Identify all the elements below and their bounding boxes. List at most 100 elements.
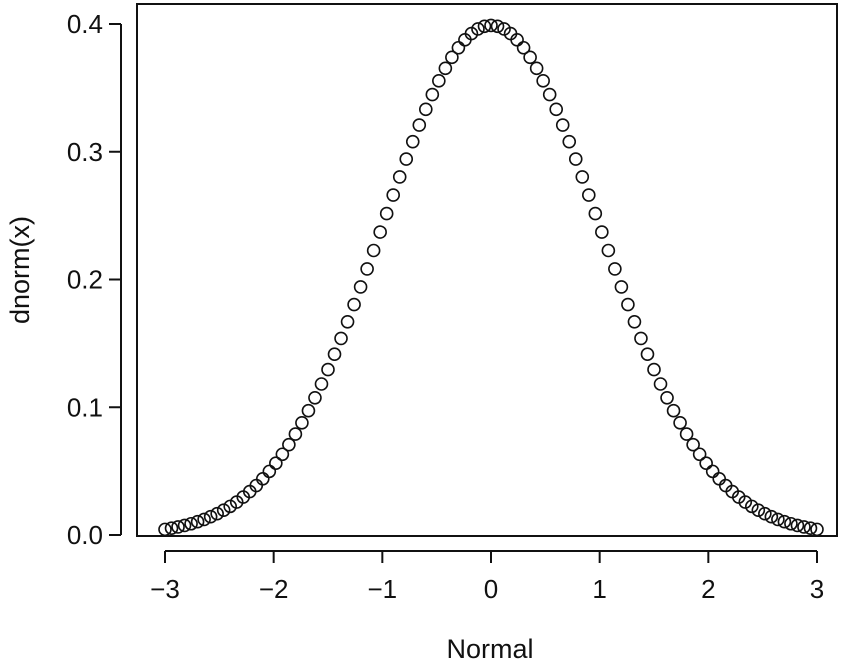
data-point — [275, 447, 290, 462]
data-point — [177, 518, 192, 533]
data-point — [575, 170, 590, 184]
y-tick-label: 0.3 — [67, 137, 103, 167]
data-point — [392, 170, 407, 184]
data-point — [210, 506, 224, 521]
data-point — [399, 152, 414, 166]
data-point — [529, 61, 544, 76]
x-tick-label: 3 — [810, 574, 824, 604]
x-axis: −3 −2 −1 0 1 2 3 — [150, 550, 824, 604]
data-point — [347, 297, 361, 312]
data-point — [555, 118, 570, 132]
data-point — [412, 118, 427, 132]
data-point — [673, 416, 687, 430]
data-point — [621, 297, 635, 312]
data-point — [758, 506, 772, 521]
data-point — [647, 362, 661, 377]
data-point — [451, 40, 466, 55]
data-point — [692, 447, 707, 462]
data-point — [314, 377, 329, 391]
data-point — [777, 514, 792, 529]
data-point — [523, 50, 537, 65]
data-point — [373, 225, 387, 239]
data-point — [542, 87, 557, 102]
data-point — [379, 206, 394, 221]
data-point — [197, 512, 211, 527]
data-point — [601, 243, 616, 258]
data-point — [255, 471, 270, 486]
data-point — [477, 19, 492, 34]
data-point — [679, 427, 694, 441]
data-point — [321, 362, 335, 377]
data-point — [784, 516, 798, 531]
data-point — [295, 416, 309, 430]
data-point — [516, 40, 531, 55]
data-point — [171, 520, 185, 534]
y-tick-label: 0.1 — [67, 392, 103, 422]
data-point — [666, 403, 681, 418]
x-tick-label: 2 — [701, 574, 715, 604]
data-point — [536, 74, 550, 88]
data-point — [158, 522, 172, 537]
data-point — [771, 512, 785, 527]
y-tick-label: 0.0 — [67, 520, 103, 550]
y-tick-label: 0.2 — [67, 265, 103, 295]
data-point — [164, 521, 179, 536]
data-point — [340, 314, 355, 329]
data-point — [764, 509, 779, 524]
data-point — [184, 516, 198, 531]
data-point — [686, 437, 700, 452]
data-point — [360, 262, 374, 276]
data-point — [334, 331, 348, 346]
plot-frame — [136, 3, 838, 537]
data-point — [588, 206, 603, 221]
data-point — [581, 188, 596, 202]
data-point — [269, 456, 283, 471]
data-point — [425, 87, 440, 102]
x-tick-label: −2 — [259, 574, 289, 604]
data-point — [803, 521, 818, 536]
data-point — [568, 152, 583, 166]
data-point — [810, 522, 824, 537]
data-point — [432, 74, 446, 88]
data-point — [627, 314, 642, 329]
data-point — [614, 280, 629, 294]
data-point — [366, 243, 381, 258]
data-point — [438, 61, 453, 76]
data-point — [595, 225, 609, 239]
data-point — [405, 134, 420, 149]
data-point — [490, 19, 505, 34]
data-point — [288, 427, 303, 441]
data-point — [712, 471, 727, 486]
data-point — [653, 377, 668, 391]
data-point — [386, 188, 401, 202]
data-point — [301, 403, 316, 418]
data-point — [445, 50, 459, 65]
data-point — [418, 102, 433, 117]
data-point — [562, 134, 577, 149]
data-point — [471, 22, 485, 36]
data-point — [353, 280, 368, 294]
data-point — [262, 464, 277, 479]
y-axis: 0.0 0.1 0.2 0.3 0.4 — [67, 9, 122, 550]
y-axis-title: dnorm(x) — [5, 216, 35, 324]
x-tick-label: 0 — [484, 574, 498, 604]
data-point — [216, 503, 231, 518]
data-point — [790, 518, 805, 533]
x-tick-label: −1 — [368, 574, 398, 604]
data-point — [699, 456, 713, 471]
x-tick-label: −3 — [150, 574, 180, 604]
data-point — [660, 390, 674, 405]
data-points — [158, 18, 824, 537]
y-tick-label: 0.4 — [67, 9, 103, 39]
data-point — [744, 499, 759, 514]
data-point — [797, 520, 811, 534]
data-point — [282, 437, 296, 452]
data-point — [634, 331, 648, 346]
data-point — [549, 102, 564, 117]
data-point — [705, 464, 720, 479]
data-point — [203, 509, 218, 524]
data-point — [751, 503, 766, 518]
data-point — [190, 514, 205, 529]
data-point — [608, 262, 622, 276]
